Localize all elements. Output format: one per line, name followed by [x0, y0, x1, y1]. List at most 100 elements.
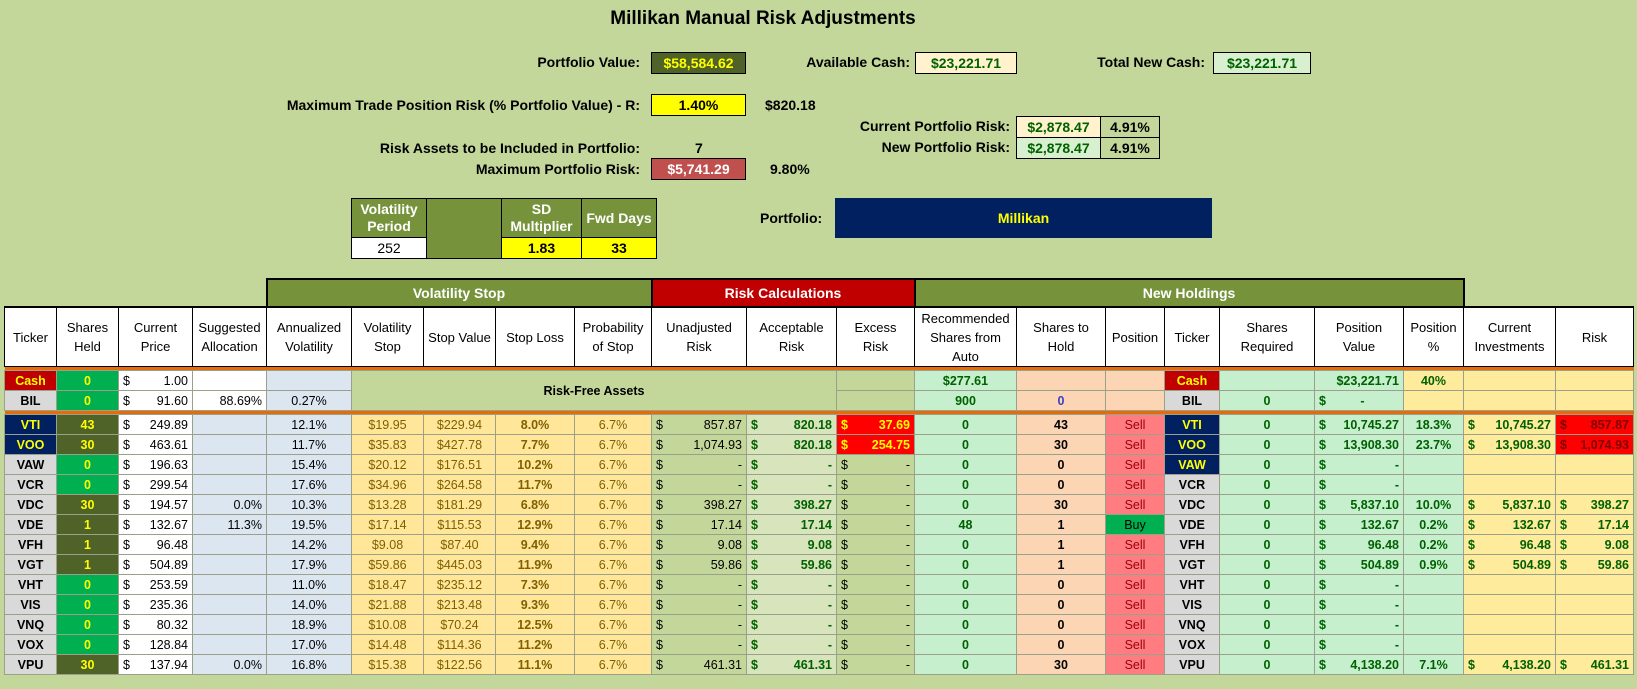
header-annualized-volatility[interactable]: Annualized Volatility: [266, 306, 352, 367]
stop-value-cell[interactable]: $213.48: [423, 594, 496, 615]
price-cell[interactable]: $91.60: [118, 390, 193, 411]
pos-pct-cell[interactable]: [1403, 390, 1464, 411]
fwd-days-value[interactable]: 33: [581, 237, 657, 259]
stop-value-cell[interactable]: $229.94: [423, 414, 496, 435]
excess-risk-cell[interactable]: $ -: [836, 514, 915, 535]
rec-shares-cell[interactable]: 0: [914, 474, 1017, 495]
rec-shares-cell[interactable]: 0: [914, 574, 1017, 595]
current-investments-cell[interactable]: $132.67: [1463, 514, 1556, 535]
stop-loss-cell[interactable]: 11.1%: [495, 654, 575, 675]
header-recommended-shares[interactable]: Recommended Shares from Auto: [914, 306, 1017, 367]
shares-held-cell[interactable]: 0: [56, 634, 119, 655]
price-cell[interactable]: $132.67: [118, 514, 193, 535]
shares-held-cell[interactable]: 1: [56, 554, 119, 575]
rec-shares-cell[interactable]: 0: [914, 594, 1017, 615]
stop-loss-cell[interactable]: 8.0%: [495, 414, 575, 435]
acceptable-risk-cell[interactable]: $9.08: [746, 534, 837, 555]
current-investments-cell[interactable]: [1463, 574, 1556, 595]
stop-value-cell[interactable]: $70.24: [423, 614, 496, 635]
stop-value-cell[interactable]: $445.03: [423, 554, 496, 575]
shares-held-cell[interactable]: 0: [56, 574, 119, 595]
excess-risk-cell[interactable]: $ -: [836, 574, 915, 595]
rec-shares-cell[interactable]: 0: [914, 454, 1017, 475]
header-position-pct[interactable]: Position %: [1403, 306, 1464, 367]
vol-cell[interactable]: 10.3%: [266, 494, 352, 515]
vol-cell[interactable]: 17.9%: [266, 554, 352, 575]
req-cell[interactable]: 0: [1219, 390, 1315, 411]
shares-to-hold-cell[interactable]: 0: [1016, 594, 1106, 615]
header-current-price[interactable]: Current Price: [118, 306, 193, 367]
shares-held-cell[interactable]: 30: [56, 654, 119, 675]
position-value-cell[interactable]: $504.89: [1314, 554, 1404, 575]
shares-required-cell[interactable]: 0: [1219, 494, 1315, 515]
header-position-value[interactable]: Position Value: [1314, 306, 1404, 367]
position-cell[interactable]: [1105, 370, 1165, 391]
position-pct-cell[interactable]: [1403, 454, 1464, 475]
header-stop-value[interactable]: Stop Value: [423, 306, 496, 367]
vol-cell[interactable]: 11.7%: [266, 434, 352, 455]
ticker-2-cell[interactable]: VAW: [1164, 454, 1220, 475]
excess-risk-cell[interactable]: $ -: [836, 494, 915, 515]
position-value-cell[interactable]: $ -: [1314, 634, 1404, 655]
stop-value-cell[interactable]: $264.58: [423, 474, 496, 495]
header-suggested-allocation[interactable]: Suggested Allocation: [192, 306, 267, 367]
acceptable-risk-cell[interactable]: $ -: [746, 454, 837, 475]
alloc-cell[interactable]: [192, 574, 267, 595]
unadjusted-risk-cell[interactable]: $ -: [651, 474, 747, 495]
vol-cell[interactable]: 15.4%: [266, 454, 352, 475]
shares-required-cell[interactable]: 0: [1219, 574, 1315, 595]
excess-risk-cell[interactable]: $37.69: [836, 414, 915, 435]
risk-cell[interactable]: [1555, 574, 1634, 595]
position-cell[interactable]: Sell: [1105, 414, 1165, 435]
acceptable-risk-cell[interactable]: $17.14: [746, 514, 837, 535]
stop-value-cell[interactable]: $427.78: [423, 434, 496, 455]
acceptable-risk-cell[interactable]: $820.18: [746, 434, 837, 455]
shares-required-cell[interactable]: 0: [1219, 534, 1315, 555]
vol-cell[interactable]: 17.6%: [266, 474, 352, 495]
risk-cell[interactable]: [1555, 390, 1634, 411]
current-investments-cell[interactable]: [1463, 634, 1556, 655]
shares-to-hold-cell[interactable]: 43: [1016, 414, 1106, 435]
stop-loss-cell[interactable]: 9.4%: [495, 534, 575, 555]
acceptable-risk-cell[interactable]: $ -: [746, 634, 837, 655]
probability-cell[interactable]: 6.7%: [574, 494, 652, 515]
pos-value-cell[interactable]: $ -: [1314, 390, 1404, 411]
ticker-cell[interactable]: BIL: [4, 390, 57, 411]
position-pct-cell[interactable]: 7.1%: [1403, 654, 1464, 675]
position-value-cell[interactable]: $ -: [1314, 594, 1404, 615]
header-volatility-stop[interactable]: Volatility Stop: [351, 306, 424, 367]
shares-held-cell[interactable]: 0: [56, 370, 119, 391]
alloc-cell[interactable]: [192, 454, 267, 475]
ticker-cell[interactable]: VCR: [4, 474, 57, 495]
vol-stop-cell[interactable]: $9.08: [351, 534, 424, 555]
alloc-cell[interactable]: [192, 634, 267, 655]
ticker-cell[interactable]: VIS: [4, 594, 57, 615]
vol-stop-cell[interactable]: $34.96: [351, 474, 424, 495]
excess-risk-cell[interactable]: $ -: [836, 634, 915, 655]
header-shares-held[interactable]: Shares Held: [56, 306, 119, 367]
shares-required-cell[interactable]: 0: [1219, 634, 1315, 655]
alloc-cell[interactable]: [192, 594, 267, 615]
stop-loss-cell[interactable]: 6.8%: [495, 494, 575, 515]
unadjusted-risk-cell[interactable]: $ -: [651, 634, 747, 655]
hold-cell[interactable]: 0: [1016, 390, 1106, 411]
price-cell[interactable]: $128.84: [118, 634, 193, 655]
shares-required-cell[interactable]: 0: [1219, 514, 1315, 535]
acceptable-risk-cell[interactable]: $ -: [746, 594, 837, 615]
risk-cell[interactable]: $59.86: [1555, 554, 1634, 575]
cur-inv-cell[interactable]: [1463, 370, 1556, 391]
probability-cell[interactable]: 6.7%: [574, 554, 652, 575]
current-investments-cell[interactable]: $5,837.10: [1463, 494, 1556, 515]
risk-cell[interactable]: $461.31: [1555, 654, 1634, 675]
current-investments-cell[interactable]: $10,745.27: [1463, 414, 1556, 435]
price-cell[interactable]: $194.57: [118, 494, 193, 515]
position-pct-cell[interactable]: [1403, 614, 1464, 635]
probability-cell[interactable]: 6.7%: [574, 434, 652, 455]
shares-held-cell[interactable]: 0: [56, 474, 119, 495]
header-shares-to-hold[interactable]: Shares to Hold: [1016, 306, 1106, 367]
rec-cell[interactable]: $277.61: [914, 370, 1017, 391]
stop-value-cell[interactable]: $176.51: [423, 454, 496, 475]
stop-loss-cell[interactable]: 11.9%: [495, 554, 575, 575]
ticker-2-cell[interactable]: VNQ: [1164, 614, 1220, 635]
position-cell[interactable]: Sell: [1105, 634, 1165, 655]
